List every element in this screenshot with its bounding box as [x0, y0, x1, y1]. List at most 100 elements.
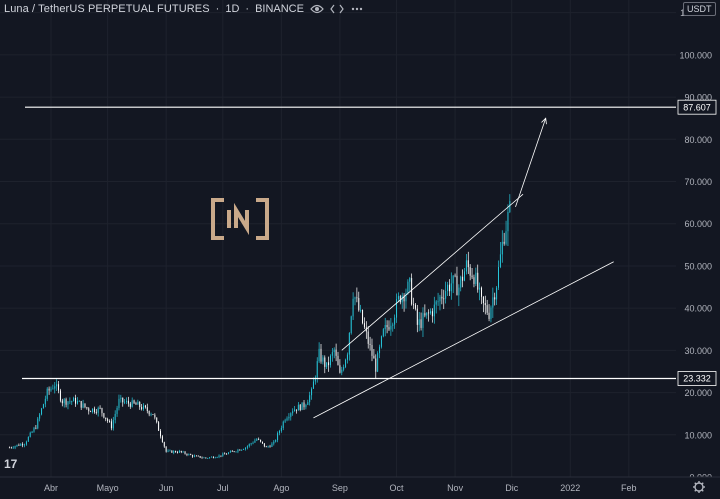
candle-body: [505, 231, 507, 244]
candle-body: [229, 451, 231, 453]
candle-body: [180, 450, 182, 453]
candle-body: [392, 324, 394, 326]
eye-icon[interactable]: [310, 2, 324, 16]
candle-body: [305, 404, 307, 408]
candle-body: [90, 411, 92, 413]
candle-body: [294, 409, 296, 412]
candle-body: [303, 402, 305, 408]
candle-body: [195, 455, 197, 457]
candle-body: [269, 446, 271, 448]
candle-body: [484, 303, 486, 306]
candle-body: [494, 297, 496, 300]
candle-body: [309, 395, 311, 403]
gear-tooth: [694, 482, 697, 485]
candle-body: [358, 298, 360, 311]
candle-body: [176, 452, 178, 454]
candle-body: [292, 411, 294, 414]
candle-body: [59, 390, 61, 401]
candle-body: [405, 293, 407, 302]
candle-body: [109, 421, 111, 422]
candle-body: [254, 440, 256, 443]
currency-label[interactable]: USDT: [683, 2, 716, 16]
candle-body: [154, 414, 156, 418]
candle-body: [260, 439, 262, 442]
candle-body: [112, 420, 114, 429]
candle-body: [175, 451, 177, 453]
candle-body: [165, 446, 167, 452]
candle-body: [481, 287, 483, 297]
price-axis[interactable]: 110.000100.00090.00080.00070.00060.00050…: [676, 0, 720, 499]
candle-body: [10, 447, 12, 449]
candle-body: [8, 447, 10, 449]
candle-body: [465, 260, 467, 272]
more-icon[interactable]: [350, 2, 364, 16]
candle-body: [499, 254, 501, 267]
candle-body: [42, 404, 44, 409]
candle-body: [422, 313, 424, 328]
logo-letter-n: [234, 202, 249, 236]
candle-body: [454, 275, 456, 277]
gear-icon[interactable]: [693, 481, 705, 493]
candle-body: [307, 402, 309, 405]
candle-body: [373, 355, 375, 359]
candle-body: [25, 441, 27, 445]
candle-body: [148, 411, 150, 415]
symbol-title[interactable]: Luna / TetherUS PERPETUAL FUTURES: [4, 3, 210, 15]
candle-body: [479, 287, 481, 290]
candle-body: [284, 420, 286, 422]
candle-body: [97, 407, 99, 413]
candle-body: [50, 388, 52, 391]
time-axis[interactable]: Abr Mayo Jun Jul Ago Sep Oct Nov Dic 2022 Feb: [0, 476, 720, 499]
candle-body: [420, 319, 422, 328]
time-tick-label: Nov: [447, 483, 464, 493]
candle-body: [301, 402, 303, 411]
candle-body: [339, 365, 341, 373]
candle-body: [152, 414, 154, 416]
channel-lower-line: [313, 261, 614, 419]
candle-body: [218, 455, 220, 458]
candle-body: [452, 275, 454, 284]
candle-body: [437, 301, 439, 303]
price-tick-label: 100.000: [679, 50, 712, 60]
candle-body: [46, 388, 48, 399]
price-tick-label: 80.000: [684, 135, 712, 145]
candle-body: [160, 430, 162, 437]
candle-body: [256, 439, 258, 441]
candle-body: [477, 272, 479, 290]
time-tick-label: 2022: [560, 483, 580, 493]
candle-body: [428, 312, 430, 314]
candle-body: [182, 451, 184, 453]
price-tick-label: 30.000: [684, 346, 712, 356]
candle-body: [169, 450, 171, 452]
interval[interactable]: 1D: [225, 3, 240, 15]
logo-bracket-left: [211, 198, 224, 240]
candle-body: [110, 421, 112, 429]
annotations: [22, 106, 676, 419]
candle-body: [473, 277, 475, 284]
candle-body: [433, 304, 435, 317]
candle-body: [492, 297, 494, 308]
candle-body: [65, 399, 67, 405]
gear-tooth: [701, 482, 704, 485]
tradingview-logo[interactable]: 17: [4, 457, 18, 471]
time-tick-label: Feb: [621, 483, 637, 493]
candle-body: [82, 403, 84, 408]
candle-body: [186, 453, 188, 455]
candle-body: [399, 296, 401, 303]
candle-body: [426, 312, 428, 316]
time-tick-label: Jul: [217, 483, 229, 493]
candle-body: [20, 444, 22, 446]
candle-body: [37, 418, 39, 429]
candle-body: [445, 290, 447, 299]
candle-body: [226, 453, 228, 455]
code-icon[interactable]: [330, 2, 344, 16]
candle-body: [430, 311, 432, 314]
price-tick-label: 50.000: [684, 261, 712, 271]
candle-body: [216, 457, 218, 458]
logo-letter-i: [227, 210, 231, 228]
candle-body: [188, 454, 190, 455]
candle-body: [343, 367, 345, 370]
candle-body: [369, 343, 371, 346]
